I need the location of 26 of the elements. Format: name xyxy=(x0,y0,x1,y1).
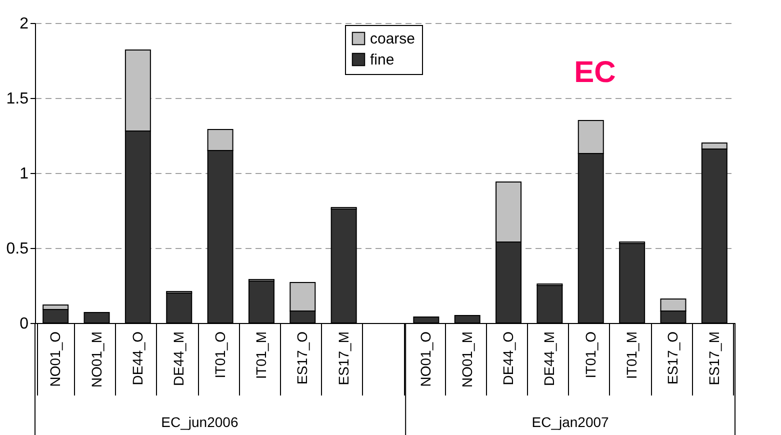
x-tick-label: IT01_M xyxy=(252,332,269,379)
x-tick-label: NO01_M xyxy=(88,332,104,388)
x-tick-label: ES17_M xyxy=(335,332,352,386)
y-tick-label: 2 xyxy=(20,16,29,32)
x-tick-label: DE44_M xyxy=(170,332,187,386)
x-tick-label: NO01_O xyxy=(418,331,434,387)
y-tick-label: 1.5 xyxy=(6,90,29,108)
legend-label: fine xyxy=(370,52,394,68)
y-tick-label: 0.5 xyxy=(6,240,29,258)
x-tick-label: IT01_O xyxy=(212,331,228,378)
x-tick-label: NO01_M xyxy=(458,332,475,388)
x-tick-label: DE44_M xyxy=(541,332,558,386)
y-tick-label: 0 xyxy=(20,316,29,332)
x-tick-label: ES17_M xyxy=(706,332,722,386)
x-tick-label: NO01_O xyxy=(47,331,64,387)
x-tick-label: DE44_O xyxy=(129,331,146,386)
x-tick-label: IT01_O xyxy=(582,331,598,378)
x-tick-label: ES17_O xyxy=(294,331,310,384)
text: EC_jun2006 xyxy=(161,414,238,430)
x-tick-label: ES17_O xyxy=(664,331,681,384)
x-tick-label: DE44_O xyxy=(500,331,516,386)
text: EC_jan2007 xyxy=(532,414,610,430)
x-tick-label: IT01_M xyxy=(624,332,640,379)
y-tick-label: 1 xyxy=(20,166,29,182)
text: EC xyxy=(574,56,616,89)
legend-label: coarse xyxy=(370,30,416,48)
